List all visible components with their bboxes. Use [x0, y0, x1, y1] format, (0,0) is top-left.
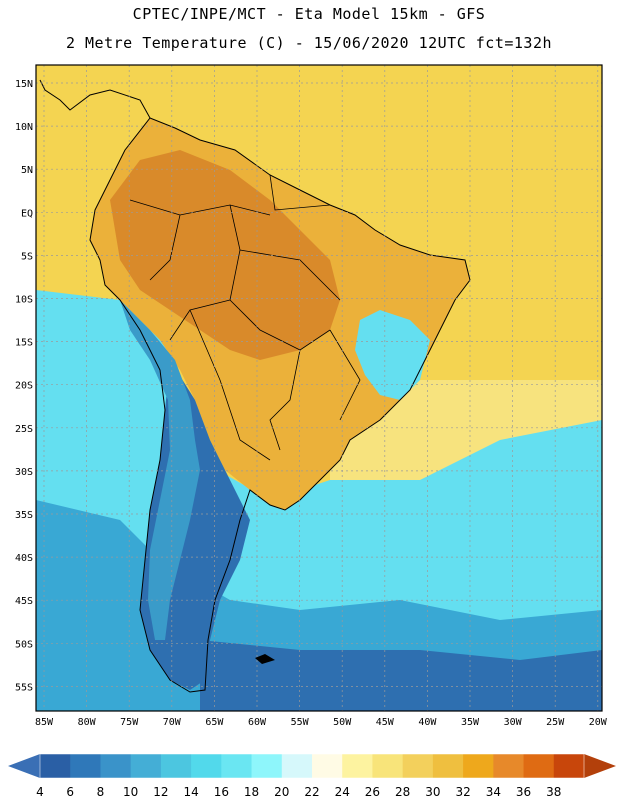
- lat-tick-label: 30S: [15, 467, 33, 478]
- lat-tick-label: EQ: [21, 208, 33, 219]
- brazil-highland-cool-patch: [355, 310, 430, 400]
- lon-tick-label: 65W: [205, 717, 224, 728]
- colorbar-label: 10: [123, 785, 138, 799]
- map-title-line2: 2 Metre Temperature (C) - 15/06/2020 12U…: [65, 34, 553, 52]
- map-field: [36, 65, 602, 711]
- colorbar-label: 32: [455, 785, 470, 799]
- lat-lon-grid: [36, 65, 602, 711]
- colorbar-label: 22: [304, 785, 319, 799]
- colorbar-label: 14: [183, 785, 198, 799]
- colorbar-swatches: [39, 753, 585, 779]
- land-very-hot-region: [110, 150, 340, 360]
- lon-tick-label: 70W: [163, 717, 182, 728]
- lat-tick-label: 45S: [15, 596, 33, 607]
- colorbar-swatch: [463, 754, 494, 778]
- colorbar-label: 34: [486, 785, 501, 799]
- colorbar-swatch: [191, 754, 222, 778]
- lon-tick-label: 75W: [120, 717, 139, 728]
- colorbar-swatch: [402, 754, 434, 778]
- lat-tick-label: 20S: [15, 381, 33, 392]
- colorbar-label: 16: [214, 785, 229, 799]
- lon-tick-label: 35W: [461, 717, 480, 728]
- map-title-line1: CPTEC/INPE/MCT - Eta Model 15km - GFS: [132, 5, 486, 23]
- ocean-coldest-field: [200, 640, 602, 711]
- lon-tick-label: 80W: [78, 717, 97, 728]
- colorbar: 4 6 8 10 12 14 16 18 20 22 24 26 28 30 32 34 36 38: [8, 753, 616, 799]
- falkland-islands: [255, 654, 275, 664]
- map-frame: [35, 64, 603, 712]
- lat-tick-label: 10S: [15, 295, 33, 306]
- lon-tick-label: 20W: [589, 717, 608, 728]
- colorbar-labels: 4 6 8 10 12 14 16 18 20 22 24 26 28 30 32 34 36 38: [36, 785, 561, 799]
- colorbar-swatch: [130, 754, 162, 778]
- colorbar-label: 26: [365, 785, 380, 799]
- colorbar-label: 36: [516, 785, 531, 799]
- lat-tick-label: 55S: [15, 682, 33, 693]
- country-borders: [129, 174, 361, 461]
- colorbar-swatch: [100, 754, 132, 778]
- lon-tick-label: 60W: [248, 717, 267, 728]
- longitude-labels: 85W 80W 75W 70W 65W 60W 55W 50W 45W 40W 35W 30W 25W 2…: [35, 717, 608, 728]
- lat-tick-label: 15N: [15, 79, 33, 90]
- colorbar-swatch: [372, 754, 404, 778]
- colorbar-label: 4: [36, 785, 44, 799]
- colorbar-swatch: [160, 754, 192, 778]
- colorbar-label: 28: [395, 785, 410, 799]
- lat-tick-label: 10N: [15, 122, 33, 133]
- colorbar-label: 12: [153, 785, 168, 799]
- central-america-coast: [39, 79, 151, 119]
- lon-tick-label: 30W: [504, 717, 523, 728]
- lat-tick-label: 15S: [15, 338, 33, 349]
- lon-tick-label: 50W: [333, 717, 352, 728]
- colorbar-swatch: [342, 754, 373, 778]
- lat-tick-label: 40S: [15, 553, 33, 564]
- colorbar-swatch: [432, 754, 464, 778]
- lon-tick-label: 55W: [291, 717, 310, 728]
- lat-tick-label: 35S: [15, 510, 33, 521]
- colorbar-swatch: [251, 754, 283, 778]
- colorbar-label: 6: [66, 785, 74, 799]
- lon-tick-label: 85W: [35, 717, 54, 728]
- colorbar-label: 18: [244, 785, 259, 799]
- colorbar-swatch: [40, 754, 71, 778]
- colorbar-outline: [39, 753, 585, 779]
- lon-tick-label: 25W: [546, 717, 565, 728]
- colorbar-label: 30: [425, 785, 440, 799]
- colorbar-label: 8: [97, 785, 105, 799]
- colorbar-label: 38: [546, 785, 561, 799]
- colorbar-swatch: [493, 754, 525, 778]
- coastline: [89, 117, 471, 693]
- colorbar-high-arrow: [584, 754, 616, 778]
- colorbar-swatch: [312, 754, 343, 778]
- colorbar-low-arrow: [8, 754, 40, 778]
- lat-tick-label: 25S: [15, 424, 33, 435]
- lon-tick-label: 45W: [376, 717, 395, 728]
- andes-cold-strip: [120, 300, 200, 640]
- lat-tick-label: 5S: [21, 251, 33, 262]
- lat-tick-label: 5N: [21, 165, 33, 176]
- colorbar-label: 24: [335, 785, 350, 799]
- colorbar-swatch: [553, 754, 585, 778]
- colorbar-swatch: [281, 754, 313, 778]
- colorbar-swatch: [523, 754, 555, 778]
- lon-tick-label: 40W: [418, 717, 437, 728]
- latitude-labels: 15N 10N 5N EQ 5S 10S 15S 20S 25S 30S 35S 40S 45S 50S 5…: [15, 79, 33, 693]
- lat-tick-label: 50S: [15, 639, 33, 650]
- colorbar-swatch: [70, 754, 101, 778]
- colorbar-swatch: [221, 754, 253, 778]
- colorbar-label: 20: [274, 785, 289, 799]
